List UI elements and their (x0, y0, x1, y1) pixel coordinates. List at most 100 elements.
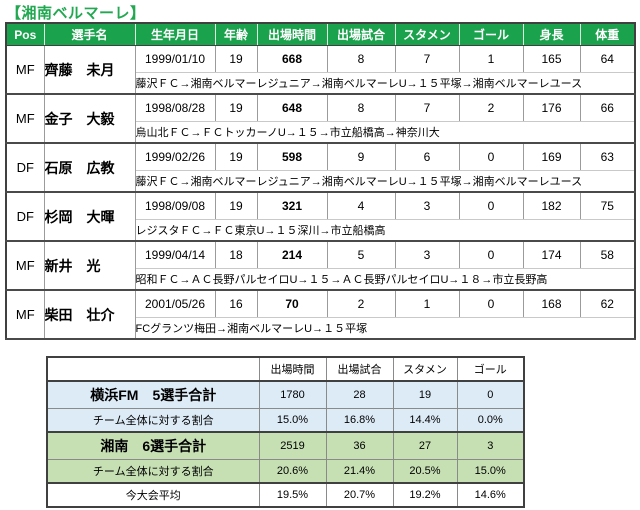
player-goals: 0 (459, 241, 524, 269)
summary-value: 2519 (258, 431, 327, 460)
summary-row-label: チーム全体に対する割合 (46, 459, 260, 484)
player-minutes: 70 (257, 290, 328, 318)
player-career-row: 昭和ＦＣ→ＡＣ長野パルセイロU→１５→ＡＣ長野パルセイロU→１８→市立長野高 (6, 268, 635, 291)
col-header-matches: 出場試合 (327, 23, 396, 46)
summary-value: 0.0% (456, 408, 525, 433)
player-starts: 7 (395, 94, 460, 122)
player-career-row: 烏山北ＦＣ→ＦＣトッカーノU→１５→市立船橋高→神奈川大 (6, 121, 635, 144)
player-name: 柴田 壮介 (44, 290, 136, 340)
player-career: 烏山北ＦＣ→ＦＣトッカーノU→１５→市立船橋高→神奈川大 (135, 121, 635, 144)
player-birthdate: 1998/08/28 (135, 94, 216, 122)
player-pos: DF (6, 192, 45, 242)
player-pos: MF (6, 241, 45, 291)
player-age: 19 (215, 192, 258, 220)
player-row: DF 石原 広教 1999/02/26 19 598 9 6 0 169 63 (6, 143, 635, 193)
player-weight: 64 (580, 45, 635, 73)
summary-value: 3 (456, 431, 525, 460)
player-weight: 63 (580, 143, 635, 171)
player-pos: DF (6, 143, 45, 193)
player-age: 16 (215, 290, 258, 318)
player-minutes: 668 (257, 45, 328, 73)
player-weight: 75 (580, 192, 635, 220)
summary-value: 28 (325, 380, 394, 409)
player-row: MF 齊藤 未月 1999/01/10 19 668 8 7 1 165 64 (6, 45, 635, 95)
player-row: MF 柴田 壮介 2001/05/26 16 70 2 1 0 168 62 (6, 290, 635, 340)
player-birthdate: 2001/05/26 (135, 290, 216, 318)
player-name: 杉岡 大暉 (44, 192, 136, 242)
player-row: MF 新井 光 1999/04/14 18 214 5 3 0 174 58 (6, 241, 635, 291)
player-starts: 1 (395, 290, 460, 318)
player-name: 齊藤 未月 (44, 45, 136, 95)
player-starts: 3 (395, 192, 460, 220)
player-pos: MF (6, 290, 45, 340)
summary-value: 0 (456, 380, 525, 409)
player-row: DF 杉岡 大暉 1998/09/08 19 321 4 3 0 182 75 (6, 192, 635, 242)
player-pos: MF (6, 45, 45, 95)
summary-value: 14.4% (392, 408, 458, 433)
summary-value: 21.4% (325, 459, 394, 484)
player-starts: 7 (395, 45, 460, 73)
summary-row-label: 横浜FM 5選手合計 (46, 380, 260, 409)
player-height: 174 (523, 241, 581, 269)
player-birthdate: 1999/01/10 (135, 45, 216, 73)
player-weight: 58 (580, 241, 635, 269)
col-header-age: 年齢 (215, 23, 258, 46)
player-matches: 4 (327, 192, 396, 220)
player-goals: 0 (459, 290, 524, 318)
col-header-goals: ゴール (459, 23, 524, 46)
player-career: 藤沢ＦＣ→湘南ベルマーレジュニア→湘南ベルマーレU→１５平塚→湘南ベルマーレユー… (135, 72, 635, 95)
player-name: 石原 広教 (44, 143, 136, 193)
summary-value: 14.6% (456, 482, 525, 508)
player-matches: 5 (327, 241, 396, 269)
player-matches: 8 (327, 45, 396, 73)
summary-value: 15.0% (456, 459, 525, 484)
col-header-weight: 体重 (580, 23, 635, 46)
player-height: 182 (523, 192, 581, 220)
summary-row-shonan-ratio: チーム全体に対する割合 20.6% 21.4% 20.5% 15.0% (46, 459, 525, 484)
player-height: 168 (523, 290, 581, 318)
summary-value: 1780 (258, 380, 327, 409)
players-table-header-row: Pos 選手名 生年月日 年齢 出場時間 出場試合 スタメン ゴール 身長 体重 (6, 23, 635, 46)
col-header-height: 身長 (523, 23, 581, 46)
col-header-pos: Pos (6, 23, 45, 46)
summary-header-starts: スタメン (392, 356, 458, 382)
player-career-row: 藤沢ＦＣ→湘南ベルマーレジュニア→湘南ベルマーレU→１５平塚→湘南ベルマーレユー… (6, 170, 635, 193)
player-career-row: レジスタＦＣ→ＦＣ東京U→１５深川→市立船橋高 (6, 219, 635, 242)
summary-header-goals: ゴール (456, 356, 525, 382)
player-goals: 1 (459, 45, 524, 73)
player-weight: 66 (580, 94, 635, 122)
summary-value: 16.8% (325, 408, 394, 433)
col-header-name: 選手名 (44, 23, 136, 46)
player-height: 169 (523, 143, 581, 171)
summary-header-row: 出場時間 出場試合 スタメン ゴール (46, 356, 525, 382)
player-birthdate: 1999/02/26 (135, 143, 216, 171)
player-minutes: 214 (257, 241, 328, 269)
player-starts: 6 (395, 143, 460, 171)
player-goals: 0 (459, 143, 524, 171)
player-age: 19 (215, 45, 258, 73)
col-header-starts: スタメン (395, 23, 460, 46)
summary-value: 20.7% (325, 482, 394, 508)
summary-table: 出場時間 出場試合 スタメン ゴール 横浜FM 5選手合計 1780 28 19… (46, 356, 525, 508)
player-weight: 62 (580, 290, 635, 318)
summary-row-yokohama-ratio: チーム全体に対する割合 15.0% 16.8% 14.4% 0.0% (46, 408, 525, 433)
summary-row-yokohama-total: 横浜FM 5選手合計 1780 28 19 0 (46, 380, 525, 409)
summary-value: 27 (392, 431, 458, 460)
player-career: 昭和ＦＣ→ＡＣ長野パルセイロU→１５→ＡＣ長野パルセイロU→１８→市立長野高 (135, 268, 635, 291)
player-matches: 9 (327, 143, 396, 171)
player-matches: 2 (327, 290, 396, 318)
summary-header-matches: 出場試合 (325, 356, 394, 382)
col-header-minutes: 出場時間 (257, 23, 328, 46)
summary-value: 36 (325, 431, 394, 460)
summary-row-label: 今大会平均 (46, 482, 260, 508)
player-birthdate: 1999/04/14 (135, 241, 216, 269)
summary-row-label: 湘南 6選手合計 (46, 431, 260, 460)
player-name: 金子 大毅 (44, 94, 136, 144)
player-age: 19 (215, 143, 258, 171)
player-minutes: 598 (257, 143, 328, 171)
player-age: 18 (215, 241, 258, 269)
summary-value: 19.5% (258, 482, 327, 508)
player-age: 19 (215, 94, 258, 122)
player-minutes: 321 (257, 192, 328, 220)
summary-value: 19 (392, 380, 458, 409)
